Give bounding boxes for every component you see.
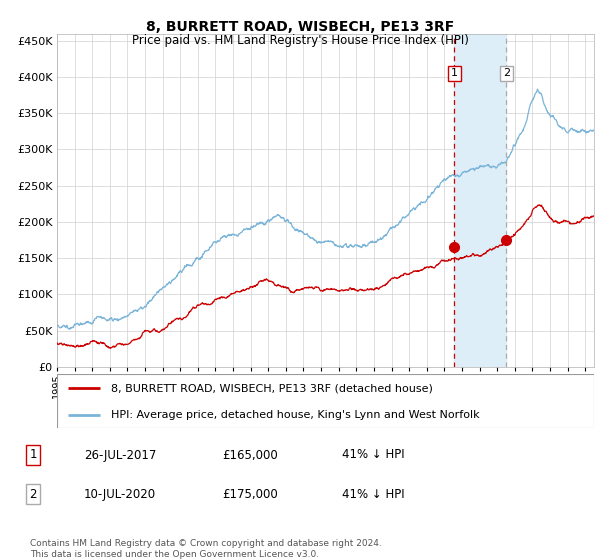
Text: 2: 2 bbox=[29, 488, 37, 501]
Text: Contains HM Land Registry data © Crown copyright and database right 2024.
This d: Contains HM Land Registry data © Crown c… bbox=[30, 539, 382, 559]
Text: 26-JUL-2017: 26-JUL-2017 bbox=[84, 449, 157, 461]
Text: 8, BURRETT ROAD, WISBECH, PE13 3RF: 8, BURRETT ROAD, WISBECH, PE13 3RF bbox=[146, 20, 454, 34]
FancyBboxPatch shape bbox=[57, 374, 594, 428]
Text: 10-JUL-2020: 10-JUL-2020 bbox=[84, 488, 156, 501]
Text: 41% ↓ HPI: 41% ↓ HPI bbox=[342, 449, 404, 461]
Text: £175,000: £175,000 bbox=[222, 488, 278, 501]
Text: 41% ↓ HPI: 41% ↓ HPI bbox=[342, 488, 404, 501]
Text: £165,000: £165,000 bbox=[222, 449, 278, 461]
Text: 1: 1 bbox=[451, 68, 458, 78]
Text: 1: 1 bbox=[29, 449, 37, 461]
Text: 8, BURRETT ROAD, WISBECH, PE13 3RF (detached house): 8, BURRETT ROAD, WISBECH, PE13 3RF (deta… bbox=[111, 384, 433, 393]
Text: Price paid vs. HM Land Registry's House Price Index (HPI): Price paid vs. HM Land Registry's House … bbox=[131, 34, 469, 46]
Text: HPI: Average price, detached house, King's Lynn and West Norfolk: HPI: Average price, detached house, King… bbox=[111, 410, 479, 419]
Bar bbox=[454, 34, 506, 367]
Text: 2: 2 bbox=[503, 68, 510, 78]
